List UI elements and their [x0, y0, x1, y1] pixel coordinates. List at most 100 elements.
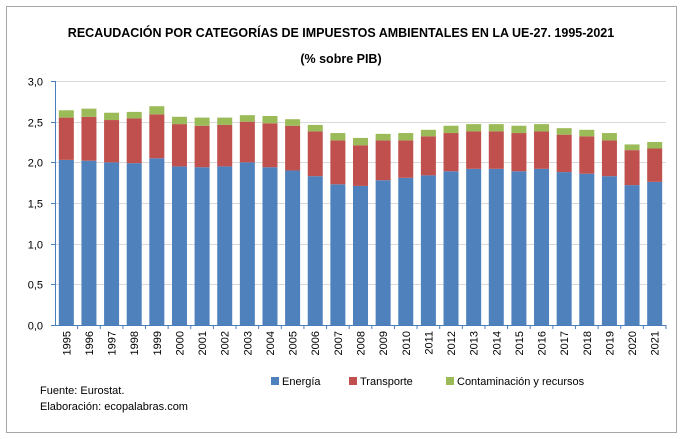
bar-energ-a-2011: [420, 175, 436, 325]
bar-contaminaci-n-y-recursos-2019: [601, 133, 617, 141]
bar-contaminaci-n-y-recursos-2006: [307, 124, 323, 132]
chart-title: RECAUDACIÓN POR CATEGORÍAS DE IMPUESTOS …: [68, 25, 614, 40]
bar-contaminaci-n-y-recursos-2018: [579, 129, 595, 137]
bar-energ-a-2013: [466, 168, 482, 325]
x-tick-label: 2005: [288, 331, 300, 355]
bar-transporte-2000: [171, 124, 187, 167]
bar-energ-a-1996: [81, 160, 97, 325]
bar-contaminaci-n-y-recursos-2014: [488, 124, 504, 132]
bar-energ-a-2002: [217, 166, 233, 325]
legend-swatch: [349, 377, 357, 385]
x-tick-label: 2021: [650, 331, 662, 355]
bar-contaminaci-n-y-recursos-2003: [239, 115, 255, 122]
bar-contaminaci-n-y-recursos-2020: [624, 144, 640, 151]
bar-transporte-2009: [375, 140, 391, 181]
x-tick-label: 2007: [333, 331, 345, 355]
bar-transporte-1995: [58, 117, 74, 160]
x-tick-label: 1995: [61, 331, 73, 355]
bar-contaminaci-n-y-recursos-2012: [443, 125, 459, 134]
y-tick-label: 3,0: [28, 77, 43, 89]
bar-transporte-2004: [262, 123, 278, 168]
bar-contaminaci-n-y-recursos-1996: [81, 108, 97, 117]
bar-energ-a-2008: [353, 185, 368, 325]
y-tick-label: 1,5: [28, 199, 43, 211]
bar-contaminaci-n-y-recursos-2021: [647, 142, 663, 149]
bar-transporte-2010: [398, 140, 414, 178]
x-tick-label: 2014: [491, 331, 503, 355]
bar-contaminaci-n-y-recursos-2017: [556, 128, 572, 135]
bar-contaminaci-n-y-recursos-2009: [375, 133, 391, 141]
bar-transporte-2020: [624, 150, 640, 186]
x-tick-label: 2004: [265, 331, 277, 355]
bar-energ-a-1995: [58, 159, 74, 325]
bar-energ-a-2000: [171, 166, 187, 325]
bar-energ-a-2005: [285, 170, 301, 325]
bar-energ-a-2021: [647, 181, 663, 325]
bar-energ-a-2009: [375, 180, 391, 325]
bar-transporte-2019: [601, 140, 617, 177]
legend-label: Contaminación y recursos: [457, 376, 585, 388]
bar-contaminaci-n-y-recursos-1995: [58, 110, 74, 118]
bar-energ-a-2020: [624, 185, 640, 325]
bar-transporte-2002: [217, 124, 233, 167]
x-tick-label: 1998: [129, 331, 141, 355]
bar-transporte-2012: [443, 133, 459, 172]
x-tick-label: 2011: [423, 331, 435, 355]
bar-transporte-2008: [353, 145, 368, 186]
bar-energ-a-2018: [579, 173, 595, 325]
bar-contaminaci-n-y-recursos-2004: [262, 115, 278, 124]
bar-transporte-2015: [511, 133, 527, 172]
bar-contaminaci-n-y-recursos-2010: [398, 133, 414, 141]
bar-contaminaci-n-y-recursos-2002: [217, 117, 233, 125]
x-tick-label: 1996: [84, 331, 96, 355]
bar-transporte-2003: [239, 121, 255, 163]
x-tick-label: 2016: [537, 331, 549, 355]
y-tick-label: 0,0: [28, 321, 43, 333]
bar-energ-a-2004: [262, 167, 278, 325]
bar-contaminaci-n-y-recursos-1998: [126, 111, 142, 119]
bar-energ-a-2010: [398, 177, 414, 325]
chart-subtitle: (% sobre PIB): [300, 52, 381, 66]
x-tick-label: 2000: [174, 331, 186, 355]
bar-energ-a-2014: [488, 168, 504, 325]
bar-transporte-2006: [307, 131, 323, 177]
bar-contaminaci-n-y-recursos-2000: [171, 116, 187, 125]
bar-transporte-2016: [534, 131, 550, 169]
bar-contaminaci-n-y-recursos-2008: [353, 137, 368, 146]
bar-energ-a-2001: [194, 167, 210, 325]
legend-swatch: [446, 377, 454, 385]
bar-energ-a-2015: [511, 171, 527, 325]
x-tick-label: 2002: [220, 331, 232, 355]
bar-transporte-2011: [420, 136, 436, 176]
bar-contaminaci-n-y-recursos-1997: [104, 112, 120, 121]
bar-energ-a-2019: [601, 176, 617, 325]
bar-transporte-2001: [194, 125, 210, 168]
y-tick-label: 2,0: [28, 158, 43, 170]
bar-contaminaci-n-y-recursos-1999: [149, 106, 165, 115]
legend-label: Transporte: [360, 376, 413, 388]
bar-transporte-2018: [579, 136, 595, 174]
bar-transporte-2014: [488, 131, 504, 169]
x-tick-label: 1999: [152, 331, 164, 355]
bar-transporte-1998: [126, 118, 142, 164]
bar-contaminaci-n-y-recursos-2005: [285, 119, 301, 126]
bar-energ-a-1998: [126, 163, 142, 325]
y-tick-label: 2,5: [28, 118, 43, 130]
bar-energ-a-2012: [443, 171, 459, 325]
bar-transporte-1999: [149, 114, 165, 159]
x-tick-label: 2008: [356, 331, 368, 355]
bar-transporte-2017: [556, 134, 572, 173]
bar-transporte-1997: [104, 120, 120, 163]
bar-transporte-2005: [285, 125, 301, 171]
bar-transporte-2021: [647, 148, 663, 182]
x-tick-label: 1997: [107, 331, 119, 355]
bar-energ-a-2007: [330, 184, 346, 325]
x-tick-label: 2013: [469, 331, 481, 355]
x-tick-label: 2017: [559, 331, 571, 355]
bar-energ-a-2003: [239, 162, 255, 325]
bar-transporte-1996: [81, 116, 97, 161]
credit-note: Elaboración: ecopalabras.com: [40, 401, 188, 413]
bar-transporte-2013: [466, 131, 482, 169]
x-tick-label: 2015: [514, 331, 526, 355]
